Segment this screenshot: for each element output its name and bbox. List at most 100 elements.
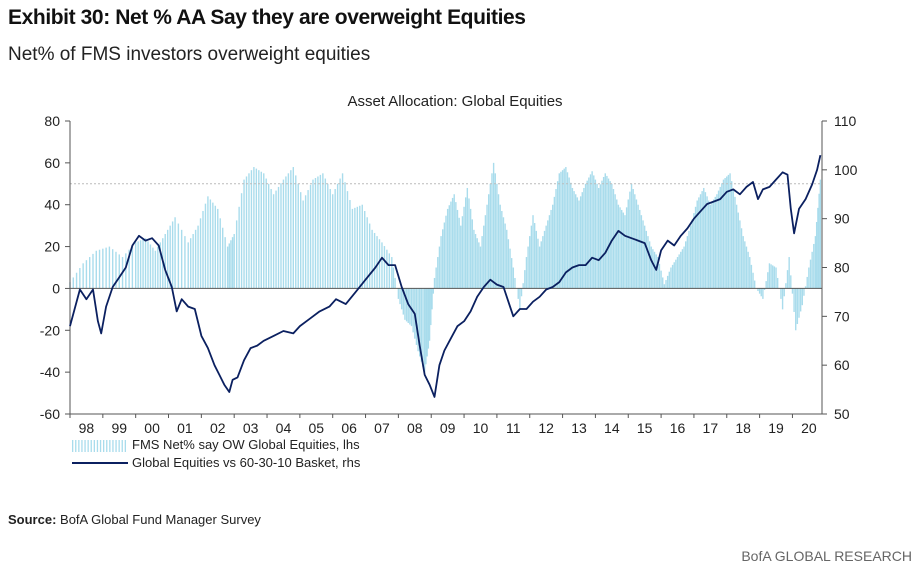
bar: [617, 204, 620, 289]
x-tick-label: 15: [637, 420, 653, 436]
bar-group: [538, 230, 546, 289]
bar: [552, 204, 554, 289]
bar: [775, 267, 777, 289]
bar: [419, 288, 421, 357]
bar: [548, 215, 551, 289]
bar: [309, 184, 312, 289]
bar-group: [207, 196, 217, 289]
bar: [510, 258, 513, 289]
bar: [499, 204, 501, 289]
bar-group: [703, 187, 710, 289]
bar: [680, 251, 682, 289]
bar: [460, 225, 462, 289]
bar: [813, 243, 815, 289]
bar: [270, 189, 272, 289]
bar-group: [371, 229, 381, 289]
bar-group: [243, 170, 253, 289]
legend-bar-stripe: [78, 440, 80, 452]
bar: [157, 246, 159, 289]
bar: [706, 196, 708, 289]
bar: [265, 178, 267, 289]
bar: [525, 257, 528, 289]
bar: [75, 272, 78, 289]
bar: [762, 288, 764, 299]
x-tick-label: 19: [768, 420, 784, 436]
bar-group: [532, 215, 539, 289]
bar: [402, 288, 405, 315]
bar: [637, 204, 639, 289]
right-tick-label: 50: [834, 406, 850, 422]
bar: [634, 194, 636, 289]
legend: FMS Net% say OW Global Equities, lhs Glo…: [72, 437, 361, 470]
bar: [732, 189, 735, 289]
bar: [643, 225, 646, 289]
bar: [450, 201, 452, 289]
bar-group: [473, 229, 480, 289]
bar: [238, 206, 240, 289]
x-tick-label: 07: [374, 420, 390, 436]
bar: [166, 229, 169, 289]
bar: [334, 189, 336, 289]
legend-line-label: Global Equities vs 60-30-10 Basket, rhs: [132, 455, 361, 470]
bar-group: [814, 193, 820, 289]
bar: [581, 192, 583, 289]
bar-group: [351, 205, 361, 289]
bar: [735, 204, 738, 289]
bar: [471, 219, 473, 289]
bar: [154, 250, 157, 289]
legend-bars-swatch: [72, 440, 126, 452]
bar: [404, 288, 406, 320]
bar: [484, 215, 487, 289]
bar-group: [735, 204, 743, 289]
bar: [570, 182, 572, 289]
left-tick-label: 20: [44, 239, 60, 255]
bar: [719, 186, 721, 289]
bar: [324, 178, 327, 289]
bar: [501, 210, 503, 289]
x-tick-label: 11: [506, 420, 521, 436]
bar: [767, 272, 769, 289]
bar: [466, 187, 469, 289]
bar: [648, 241, 651, 289]
bar: [573, 191, 575, 289]
bar: [255, 168, 258, 289]
bar-group: [663, 271, 670, 289]
bar: [292, 167, 294, 289]
bar: [689, 225, 692, 289]
bar: [381, 242, 383, 289]
bar: [691, 219, 693, 289]
bar: [483, 225, 485, 289]
bar: [724, 178, 726, 289]
x-tick-label: 17: [703, 420, 719, 436]
bar: [502, 217, 505, 289]
x-tick-label: 02: [210, 420, 226, 436]
bar-group: [519, 270, 526, 310]
bar: [339, 178, 341, 289]
left-tick-label: 0: [52, 280, 60, 296]
legend-bar-stripe: [90, 440, 92, 452]
bar: [174, 217, 176, 289]
bar: [469, 208, 472, 289]
bar: [222, 227, 224, 289]
bar: [417, 288, 419, 352]
bar: [72, 277, 74, 289]
bar: [332, 194, 334, 289]
bar: [285, 176, 287, 289]
bar: [427, 288, 430, 349]
bar: [555, 189, 557, 289]
bar: [721, 183, 723, 289]
bar: [611, 183, 613, 289]
bar: [481, 236, 483, 289]
bar-group: [144, 238, 154, 289]
bar: [105, 247, 107, 289]
bar: [507, 239, 510, 289]
bar-group: [486, 173, 493, 289]
bar: [430, 288, 432, 326]
bar: [524, 270, 526, 289]
x-tick-label: 09: [440, 420, 456, 436]
bar: [496, 183, 498, 289]
bar: [604, 173, 606, 289]
bar: [550, 209, 552, 289]
bar-group: [643, 225, 651, 289]
bar: [437, 257, 439, 289]
